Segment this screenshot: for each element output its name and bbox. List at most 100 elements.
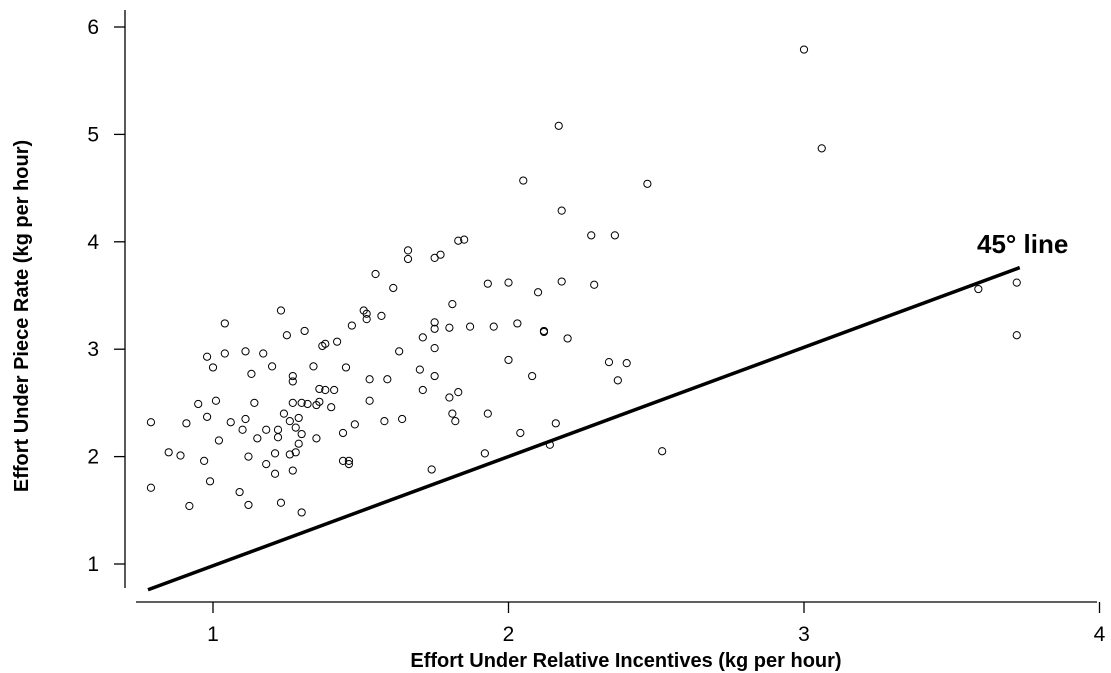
data-point xyxy=(205,477,215,486)
data-point xyxy=(365,396,374,405)
data-point xyxy=(418,385,427,395)
data-point xyxy=(454,236,463,245)
data-point xyxy=(1012,331,1021,340)
data-point xyxy=(604,357,614,367)
data-point xyxy=(489,322,498,331)
data-point xyxy=(448,409,457,418)
data-point xyxy=(182,419,191,428)
data-point xyxy=(309,362,318,371)
data-point xyxy=(288,398,297,407)
data-point xyxy=(516,428,525,438)
forty-five-degree-line-label: 45° line xyxy=(977,229,1068,259)
forty-five-degree-line xyxy=(147,265,1021,592)
data-point xyxy=(262,460,271,469)
data-point xyxy=(211,396,221,405)
data-point xyxy=(226,418,235,427)
data-point xyxy=(220,349,229,358)
x-tick-label: 1 xyxy=(207,623,219,646)
data-point xyxy=(563,334,572,343)
data-point xyxy=(202,352,212,361)
data-point xyxy=(235,487,244,497)
data-point xyxy=(276,498,286,507)
data-point xyxy=(244,452,253,461)
data-point xyxy=(587,231,596,240)
data-point xyxy=(430,324,439,333)
data-point xyxy=(610,231,619,240)
data-point xyxy=(341,363,351,372)
data-point xyxy=(176,451,185,460)
data-point xyxy=(430,318,439,327)
data-point xyxy=(415,365,424,374)
data-point xyxy=(270,469,280,478)
data-point xyxy=(297,508,306,517)
data-point xyxy=(643,179,652,188)
data-point xyxy=(344,460,354,469)
data-point xyxy=(285,417,294,426)
data-point xyxy=(244,500,253,510)
x-tick-label: 3 xyxy=(798,623,810,646)
data-point xyxy=(418,333,427,342)
data-point xyxy=(315,397,324,406)
data-point xyxy=(291,423,300,432)
data-point xyxy=(208,363,218,372)
data-point xyxy=(799,45,809,54)
data-point xyxy=(200,456,209,465)
data-point xyxy=(380,417,389,426)
data-point xyxy=(460,235,469,244)
data-point xyxy=(241,347,250,356)
data-point xyxy=(330,385,339,395)
data-point xyxy=(519,176,528,185)
data-point xyxy=(371,269,380,279)
data-point xyxy=(285,450,294,459)
data-point xyxy=(297,429,306,439)
data-point xyxy=(504,278,513,287)
data-point xyxy=(557,206,566,215)
data-point xyxy=(312,434,321,443)
y-axis-ticks: 1 2 3 4 5 6 xyxy=(87,16,125,576)
y-axis-title: Effort Under Piece Rate (kg per hour) xyxy=(11,140,33,492)
data-point xyxy=(288,466,297,475)
data-point xyxy=(291,448,300,457)
data-point xyxy=(430,371,439,381)
data-point xyxy=(557,277,566,286)
data-point xyxy=(445,393,454,402)
data-point xyxy=(403,254,413,264)
data-point xyxy=(436,250,445,259)
data-point xyxy=(480,449,489,458)
data-point xyxy=(164,448,173,457)
data-point xyxy=(974,284,983,294)
data-point xyxy=(365,375,374,384)
data-point xyxy=(383,375,392,384)
x-tick-label: 4 xyxy=(1094,623,1106,646)
data-point xyxy=(294,439,303,448)
data-point xyxy=(554,121,563,130)
data-point xyxy=(539,327,549,337)
data-point xyxy=(344,456,354,465)
data-point xyxy=(279,409,289,418)
data-point xyxy=(398,414,407,424)
x-axis-ticks: 1 2 3 4 xyxy=(207,602,1106,646)
data-point xyxy=(817,144,826,153)
data-point xyxy=(185,501,194,511)
data-point xyxy=(282,331,291,340)
data-point xyxy=(315,384,324,394)
data-point xyxy=(1012,278,1021,287)
data-point xyxy=(294,413,303,423)
data-point xyxy=(347,321,356,330)
data-point xyxy=(270,449,280,458)
data-point xyxy=(247,369,256,379)
data-point xyxy=(483,279,492,288)
y-tick-label: 1 xyxy=(87,553,99,576)
data-point xyxy=(513,319,522,328)
x-axis-title: Effort Under Relative Incentives (kg per… xyxy=(410,650,841,672)
data-point xyxy=(202,412,212,421)
y-tick-label: 6 xyxy=(87,16,99,39)
data-point xyxy=(268,362,277,371)
data-point xyxy=(448,299,457,309)
data-point xyxy=(276,306,286,315)
data-point xyxy=(288,371,297,381)
x-tick-label: 2 xyxy=(503,623,515,646)
data-point xyxy=(321,339,330,348)
y-tick-label: 4 xyxy=(87,231,99,254)
